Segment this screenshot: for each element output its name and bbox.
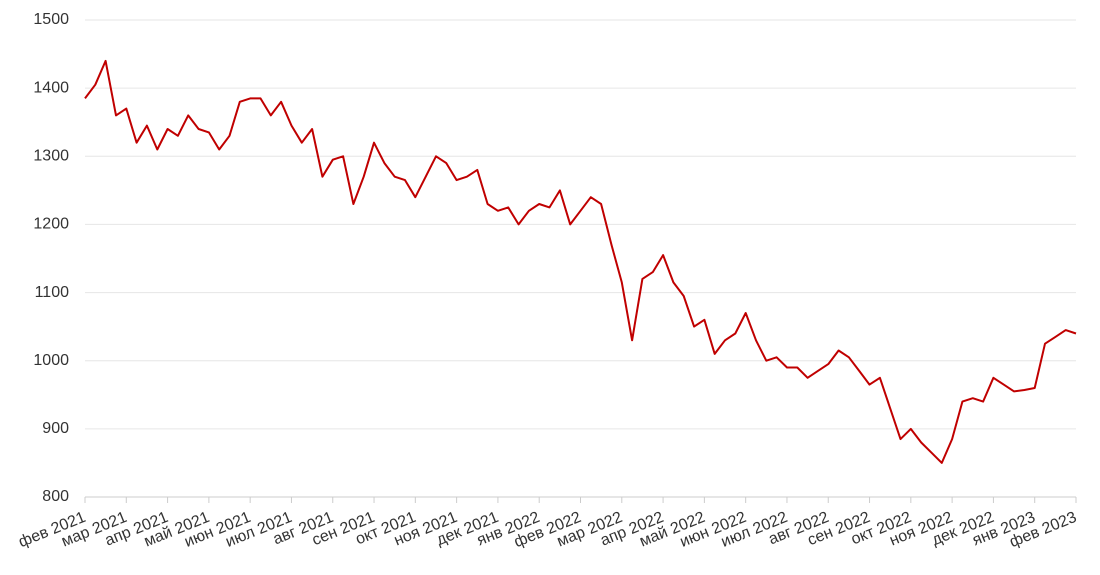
y-tick-label: 1400: [33, 79, 69, 96]
y-tick-label: 1100: [35, 284, 70, 301]
y-tick-label: 1200: [33, 216, 69, 233]
line: [84, 59, 1077, 464]
y-tick-label: 1300: [33, 148, 69, 165]
y-tick-label: 800: [42, 488, 69, 505]
y-tick-label: 900: [42, 420, 69, 437]
y-tick-label: 1500: [33, 11, 69, 28]
y-tick-label: 1000: [33, 352, 69, 369]
